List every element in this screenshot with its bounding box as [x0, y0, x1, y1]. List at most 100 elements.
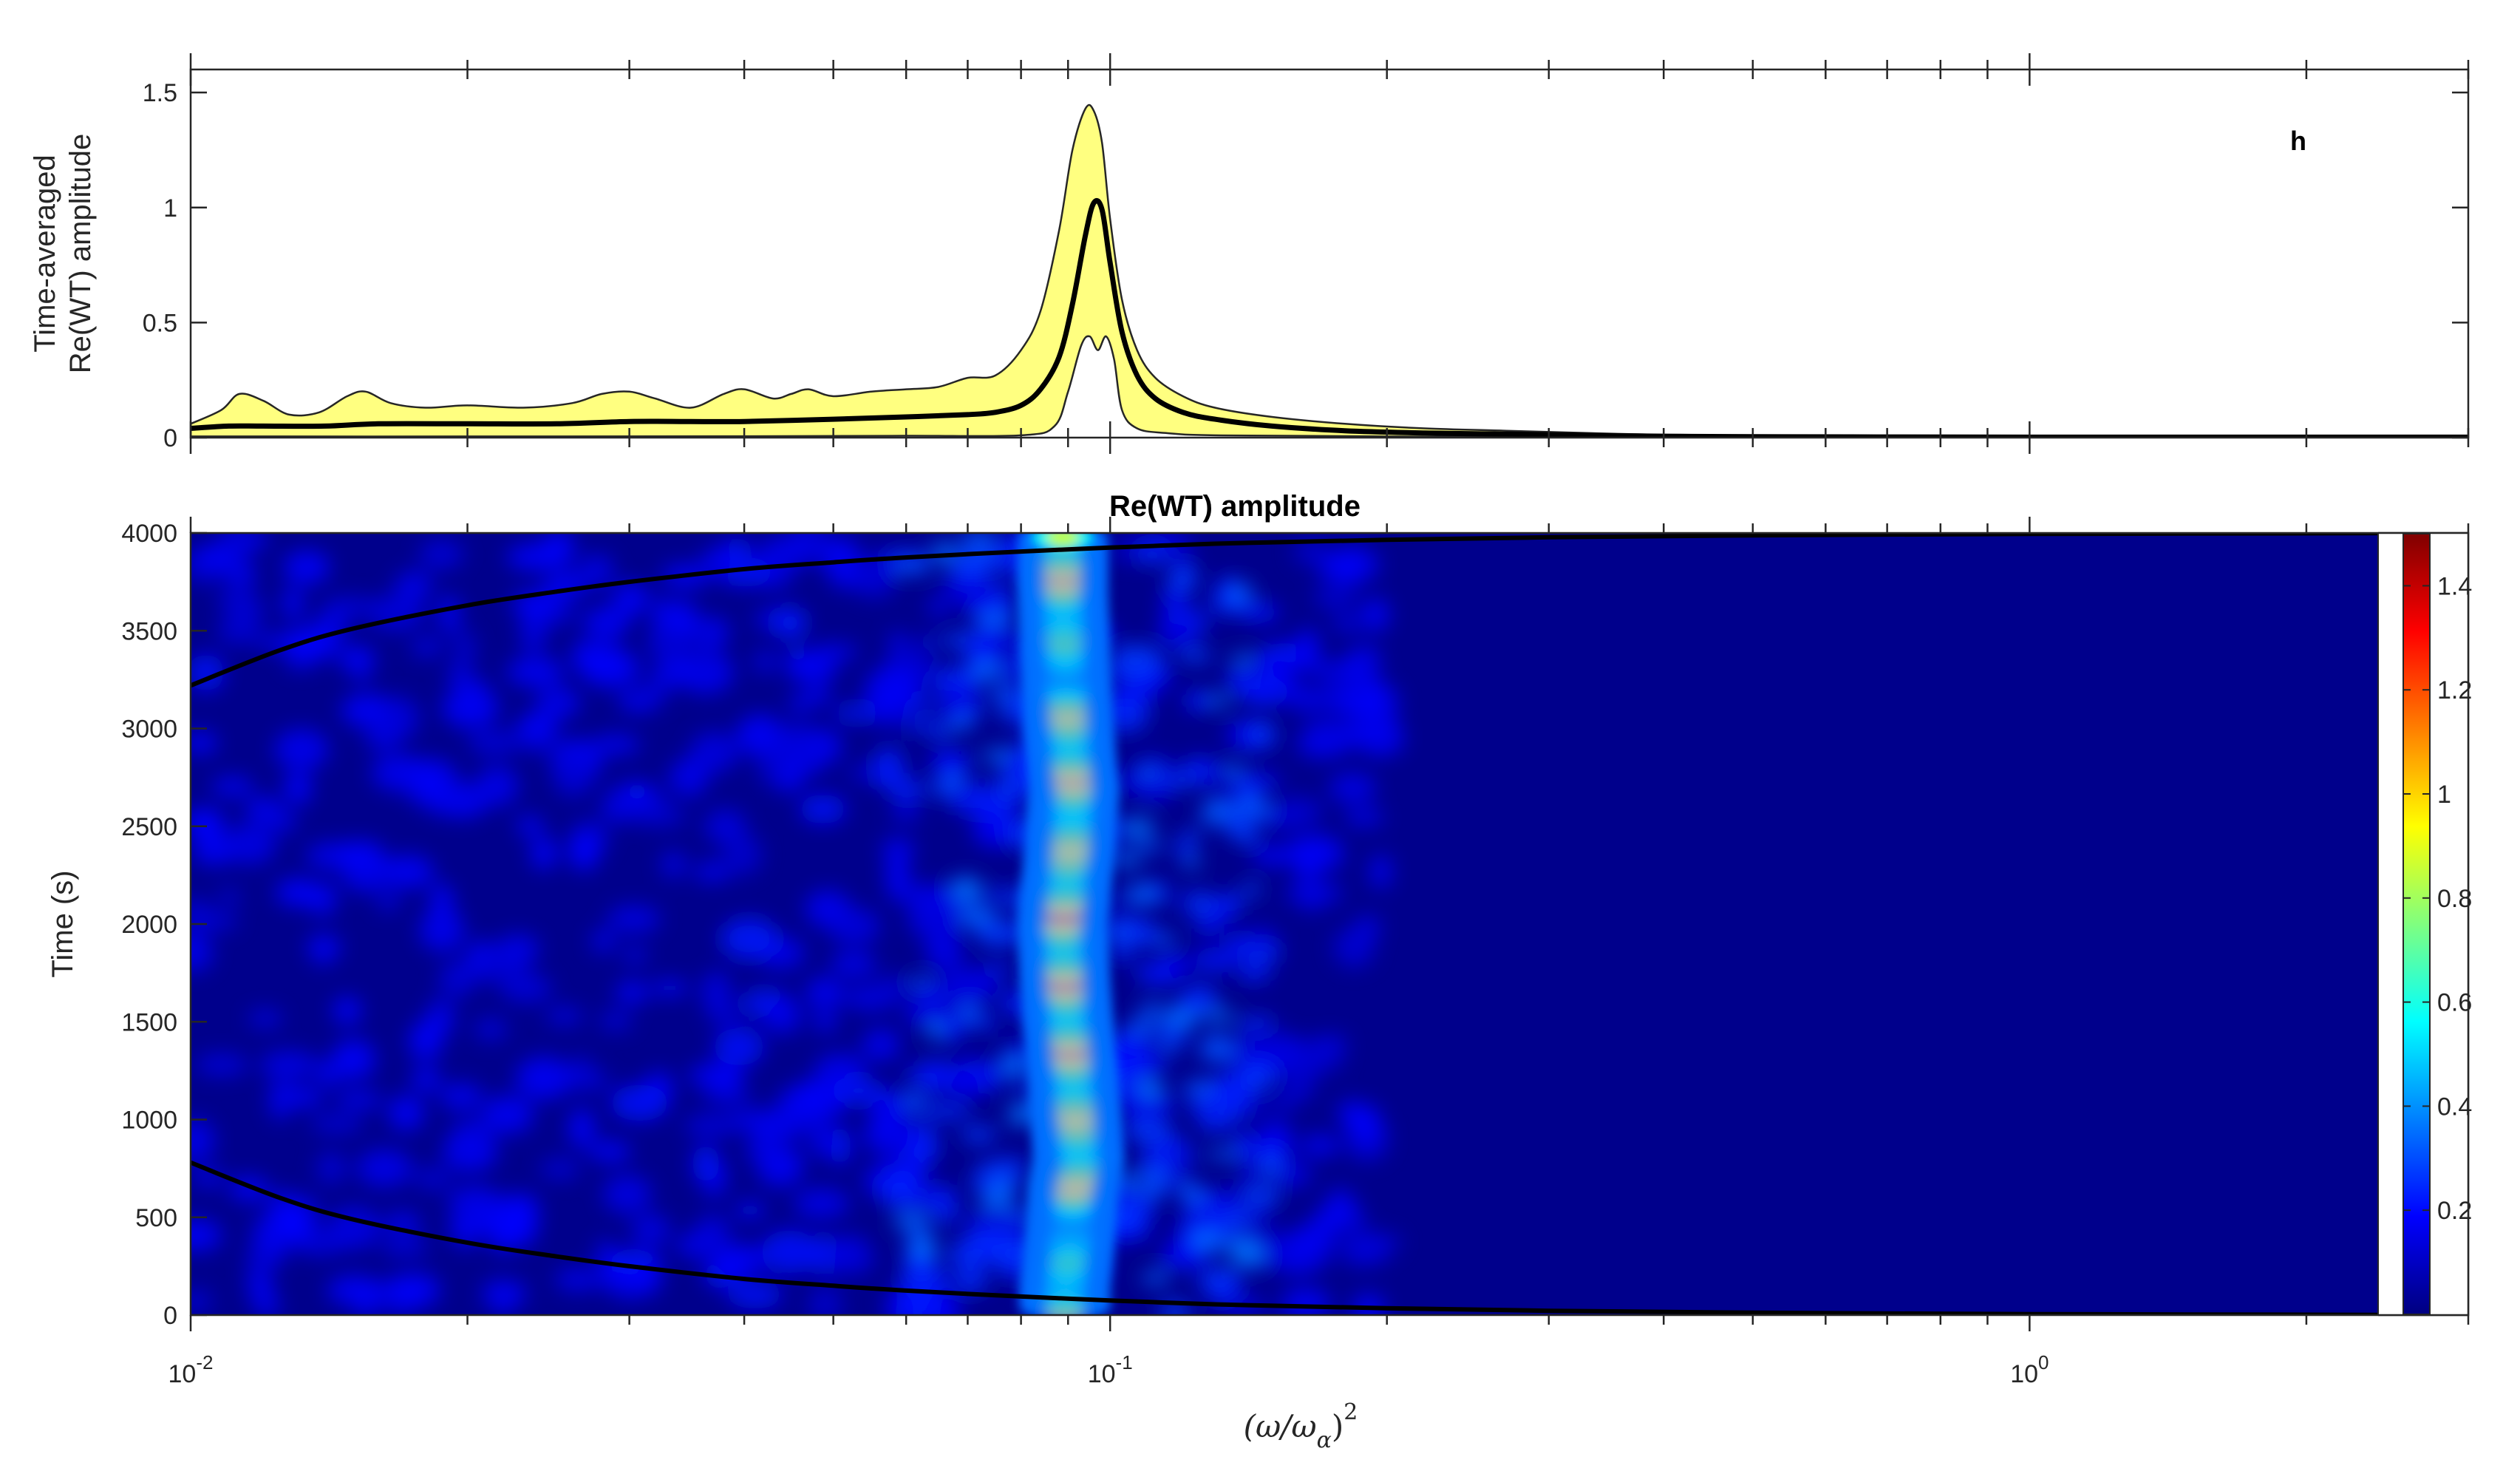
heatmap-blob	[492, 1221, 537, 1247]
heatmap-blob	[386, 1272, 441, 1308]
heatmap-blob	[222, 533, 250, 562]
heatmap-blob	[794, 1188, 850, 1219]
heatmap-blob	[625, 781, 650, 803]
heatmap-blob	[1193, 917, 1225, 935]
bottom-y-tick-label: 3000	[121, 716, 177, 744]
heatmap-title: Re(WT) amplitude	[1109, 490, 1361, 523]
heatmap-blob	[381, 855, 435, 889]
heatmap-blob	[583, 605, 630, 639]
heatmap-blob	[579, 553, 615, 588]
heatmap-blob	[990, 886, 1009, 906]
heatmap-blob	[636, 805, 687, 826]
heatmap-blob	[1329, 772, 1377, 804]
heatmap-blob	[693, 862, 732, 882]
heatmap-blob	[899, 1263, 944, 1296]
heatmap-blob	[913, 696, 933, 712]
colorbar-tick-label: 1.2	[2437, 676, 2472, 704]
heatmap-blob	[1128, 883, 1161, 904]
heatmap-blob	[419, 908, 465, 952]
heatmap-blob	[760, 1229, 819, 1274]
heatmap-blob	[1300, 1134, 1340, 1156]
heatmap-blob	[327, 1274, 384, 1306]
heatmap-blob	[1162, 585, 1188, 616]
heatmap-blob	[552, 754, 594, 798]
heatmap-blob	[545, 1007, 583, 1025]
bottom-y-tick-label: 0	[163, 1302, 177, 1330]
heatmap-blob	[442, 687, 499, 728]
heatmap-blob	[948, 719, 970, 732]
heatmap-blob	[224, 823, 276, 865]
heatmap-blob	[218, 888, 240, 906]
heatmap-blob	[1215, 1212, 1256, 1229]
bottom-y-tick-label: 2500	[121, 813, 177, 841]
heatmap-blob	[1295, 628, 1320, 672]
heatmap-blob	[1241, 835, 1256, 848]
heatmap-blob	[1263, 1036, 1304, 1067]
bottom-y-tick-label: 1500	[121, 1008, 177, 1036]
heatmap-blob	[647, 624, 689, 662]
heatmap-blob	[881, 838, 915, 861]
x-tick-label: 100	[2010, 1351, 2049, 1388]
heatmap-blob	[873, 747, 905, 791]
heatmap-blob	[1238, 1063, 1278, 1085]
heatmap-blob	[704, 809, 746, 844]
heatmap-blob	[1344, 807, 1384, 826]
heatmap-blob	[992, 683, 1021, 706]
heatmap-blob	[909, 977, 935, 988]
heatmap-blob	[971, 658, 1004, 681]
top-y-tick-label: 0	[163, 424, 177, 452]
heatmap-blob	[371, 754, 427, 792]
heatmap-blob	[1226, 934, 1249, 957]
heatmap-blob	[1230, 653, 1253, 665]
heatmap-blob	[906, 1064, 947, 1084]
heatmap-blob	[718, 1243, 764, 1277]
heatmap-blob	[1285, 880, 1343, 906]
heatmap-blob	[602, 1174, 652, 1214]
heatmap-blob	[1111, 855, 1142, 867]
heatmap-blob	[1208, 1269, 1227, 1287]
heatmap-blob	[807, 1116, 832, 1158]
heatmap-blob	[437, 594, 460, 634]
heatmap-blob	[1158, 618, 1200, 650]
heatmap-blob	[1333, 927, 1375, 968]
heatmap-blob	[191, 899, 212, 917]
heatmap-blob	[752, 650, 778, 673]
heatmap-blob	[446, 665, 472, 685]
heatmap-blob	[728, 1281, 783, 1309]
heatmap-blob	[956, 709, 979, 724]
heatmap-blob	[580, 648, 640, 688]
heatmap-blob	[828, 1125, 852, 1166]
heatmap-blob	[1310, 661, 1345, 679]
heatmap-blob	[1236, 676, 1276, 698]
heatmap-blob	[1159, 954, 1191, 977]
heatmap-blob	[297, 883, 338, 903]
heatmap-blob	[1159, 1302, 1191, 1315]
heatmap-blob	[555, 1268, 599, 1291]
heatmap-blob	[689, 1115, 724, 1135]
heatmap-blob	[1109, 644, 1163, 681]
heatmap-blob	[1317, 563, 1359, 581]
heatmap-blob	[419, 539, 464, 570]
heatmap-blob	[388, 1095, 424, 1131]
heatmap-blob	[1128, 841, 1167, 852]
heatmap-blob	[1140, 1078, 1162, 1100]
heatmap-blob	[253, 1295, 281, 1315]
heatmap-blob	[1224, 1102, 1244, 1119]
heatmap-blob	[1188, 1192, 1210, 1206]
heatmap-blob	[530, 837, 558, 870]
heatmap-blob	[1318, 1036, 1345, 1070]
colorbar-tick-label: 0.4	[2437, 1093, 2472, 1121]
heatmap-blob	[335, 840, 385, 864]
heatmap-blob	[701, 547, 732, 575]
heatmap-blob	[412, 1066, 440, 1093]
heatmap-blob	[321, 596, 378, 617]
colorbar-tick-label: 0.8	[2437, 885, 2472, 913]
heatmap-blob	[1137, 545, 1167, 564]
heatmap-blob	[476, 765, 519, 806]
heatmap-blob	[1222, 891, 1242, 914]
top-axes-box	[189, 68, 2470, 439]
heatmap-blob	[977, 1016, 996, 1031]
heatmap-blob	[661, 851, 686, 878]
heatmap-blob	[338, 645, 375, 672]
heatmap-blob	[793, 1087, 827, 1104]
